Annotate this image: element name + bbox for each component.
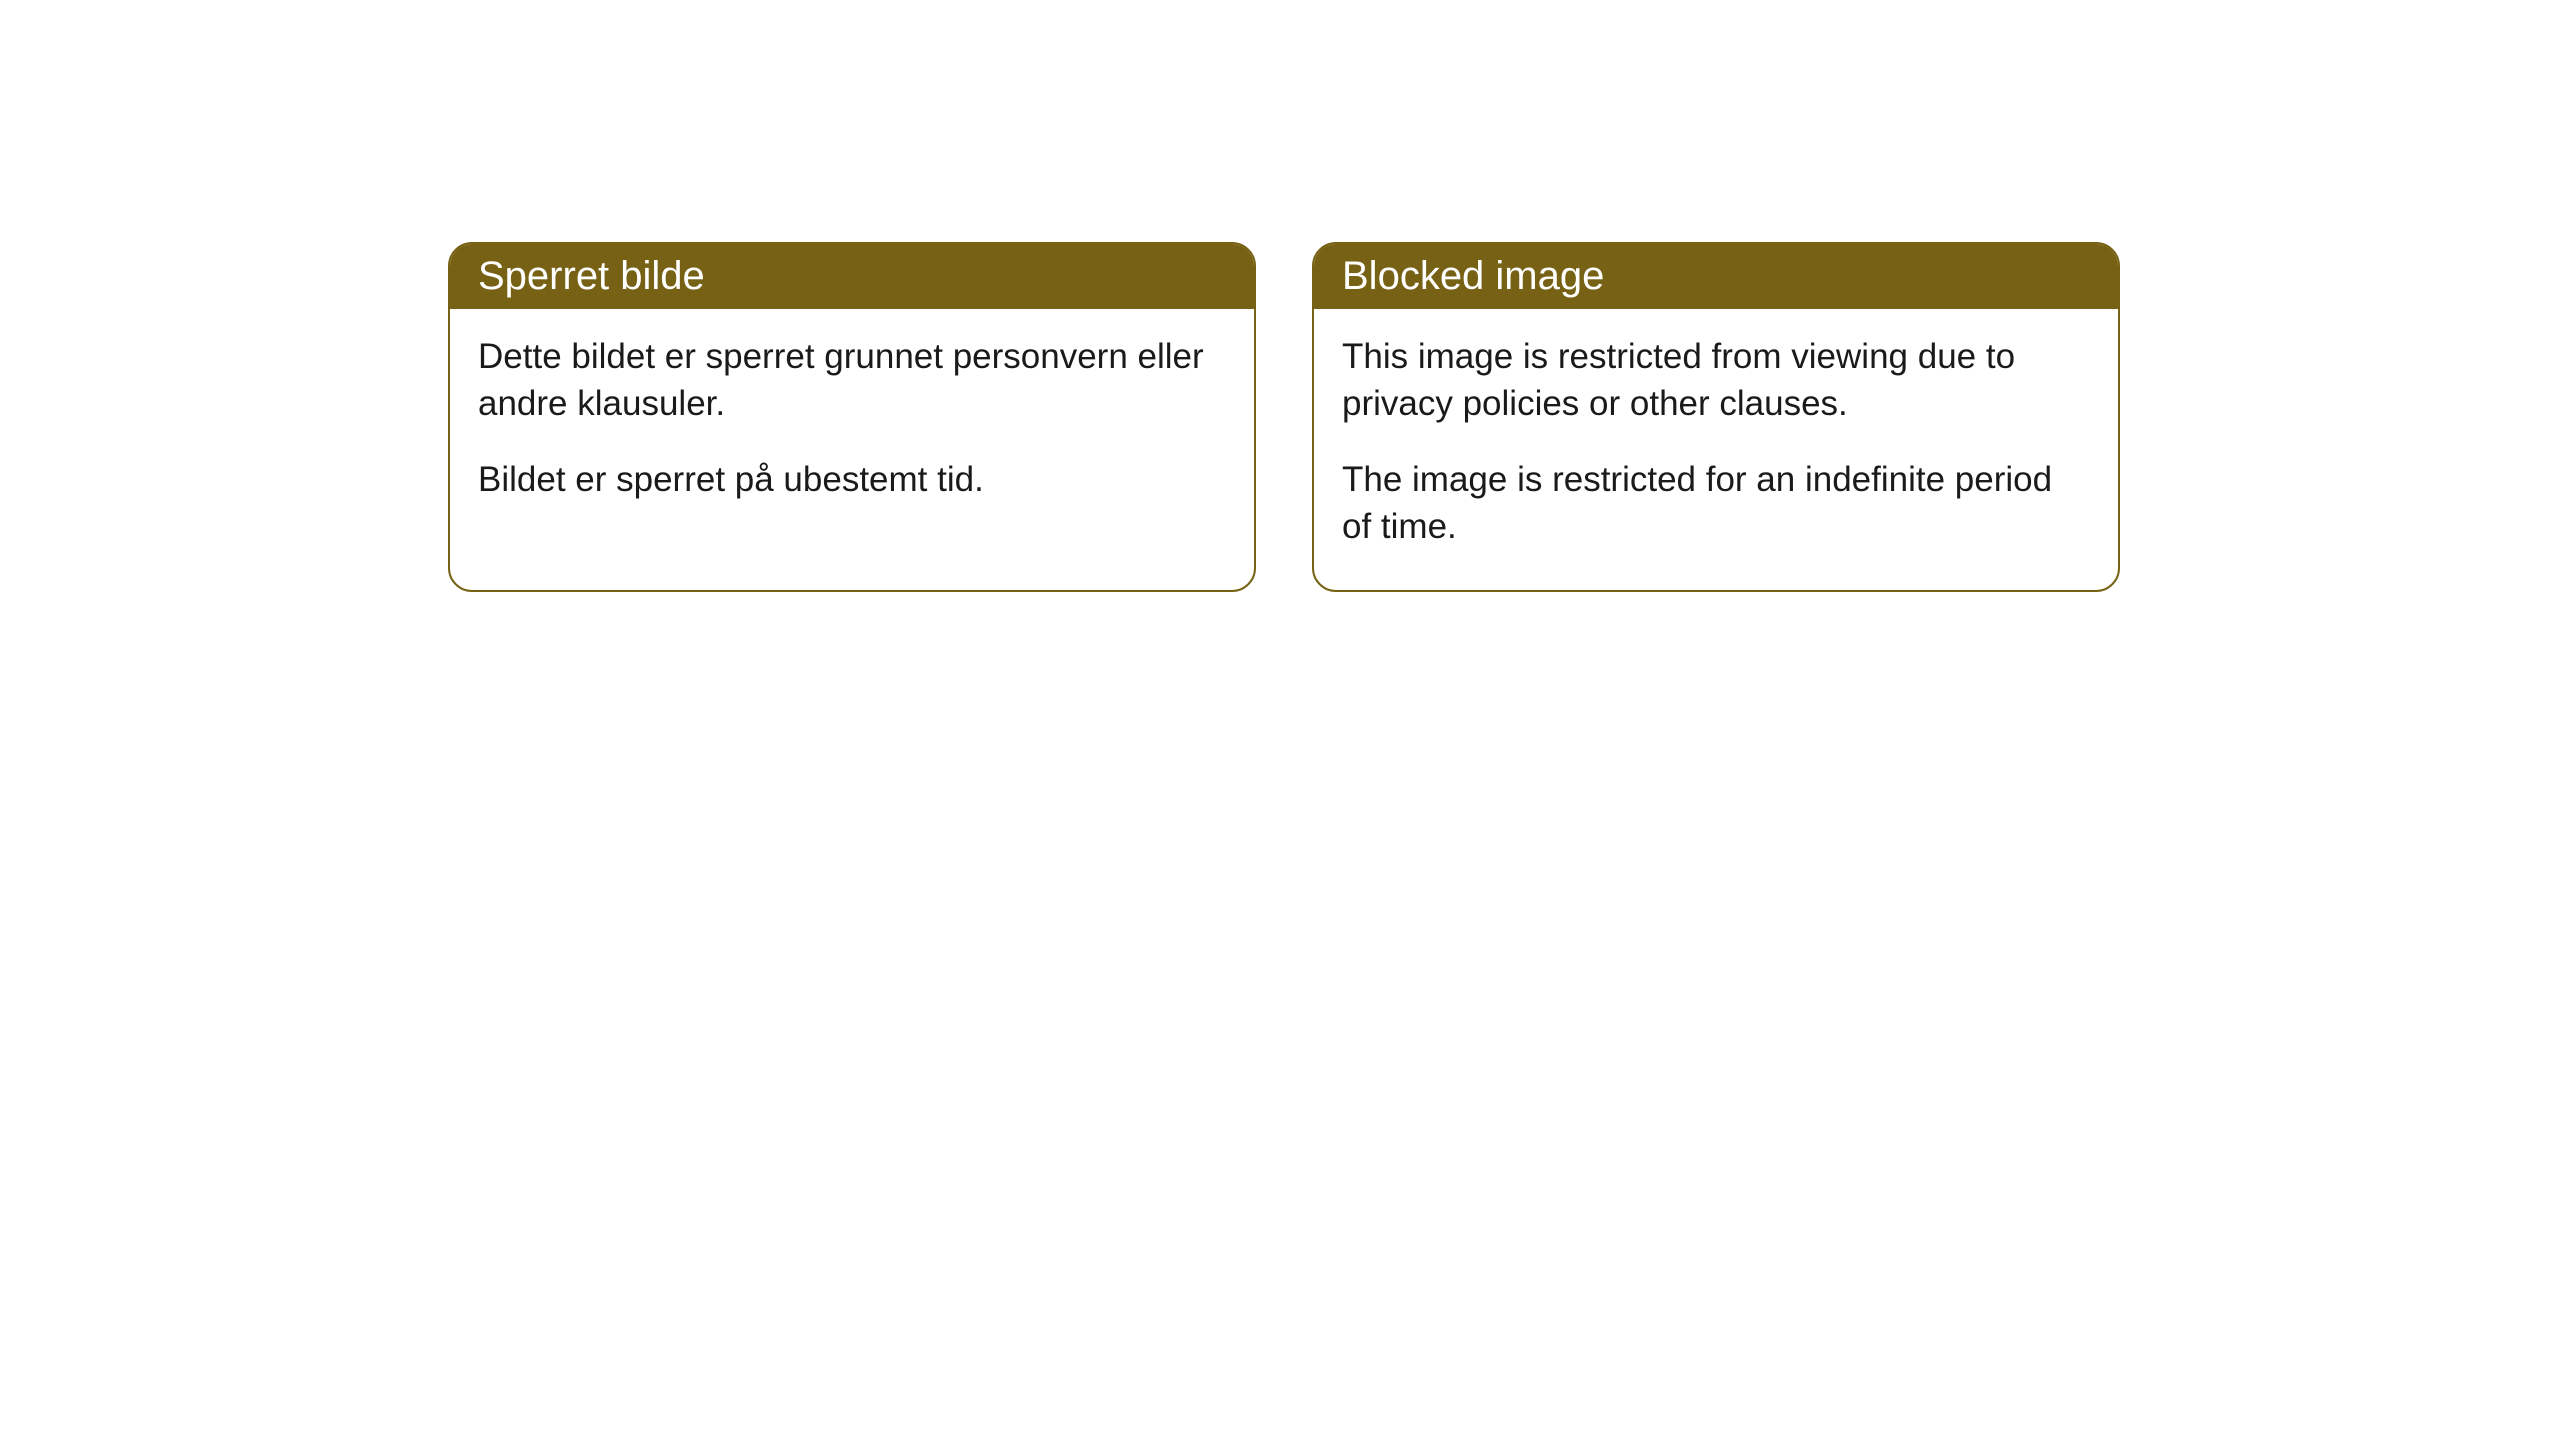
card-body-no: Dette bildet er sperret grunnet personve… [450, 309, 1254, 543]
blocked-image-card-no: Sperret bilde Dette bildet er sperret gr… [448, 242, 1256, 592]
card-title-no: Sperret bilde [478, 254, 705, 298]
card-body-en: This image is restricted from viewing du… [1314, 309, 2118, 590]
card-title-en: Blocked image [1342, 254, 1604, 298]
blocked-image-card-en: Blocked image This image is restricted f… [1312, 242, 2120, 592]
card-paragraph-no-1: Dette bildet er sperret grunnet personve… [478, 333, 1226, 428]
card-header-en: Blocked image [1314, 244, 2118, 309]
cards-container: Sperret bilde Dette bildet er sperret gr… [448, 242, 2120, 592]
card-header-no: Sperret bilde [450, 244, 1254, 309]
card-paragraph-en-1: This image is restricted from viewing du… [1342, 333, 2090, 428]
card-paragraph-no-2: Bildet er sperret på ubestemt tid. [478, 456, 1226, 503]
card-paragraph-en-2: The image is restricted for an indefinit… [1342, 456, 2090, 551]
